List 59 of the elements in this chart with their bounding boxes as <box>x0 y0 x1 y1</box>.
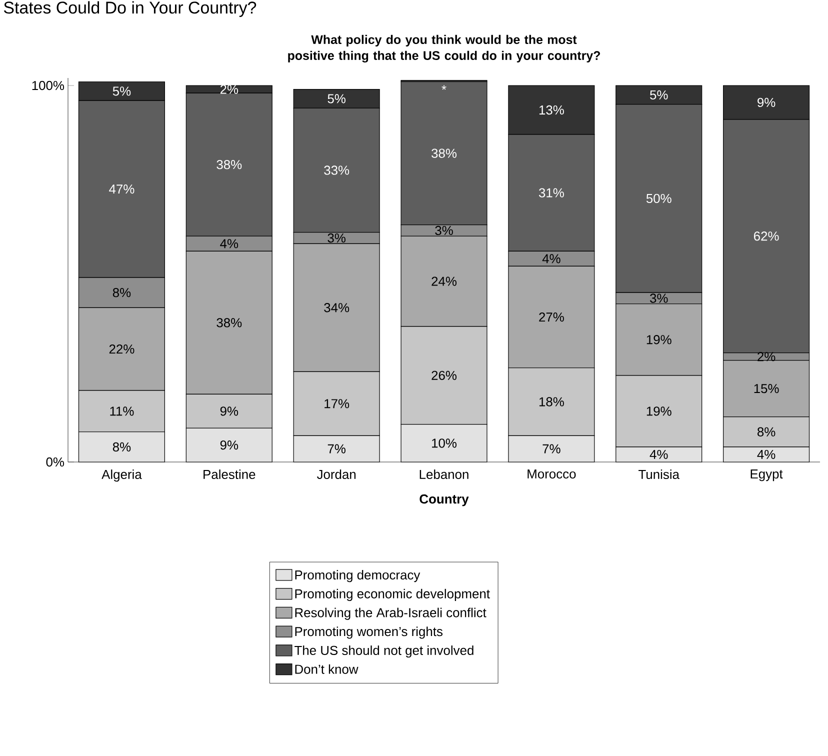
data-label: 3% <box>435 226 453 236</box>
data-label: 13% <box>539 105 564 115</box>
legend-label: Promoting women’s rights <box>295 626 443 639</box>
data-label: 26% <box>432 370 457 380</box>
data-label: 38% <box>432 148 457 158</box>
legend-label: Promoting democracy <box>295 570 420 582</box>
data-label: 5% <box>650 90 668 100</box>
data-label: 4% <box>650 450 668 459</box>
legend-label: Resolving the Arab-Israeli conflict <box>295 608 486 620</box>
data-label: 62% <box>754 232 779 241</box>
data-label: 38% <box>216 160 242 170</box>
data-label: 19% <box>646 335 672 344</box>
data-label: 9% <box>220 440 238 450</box>
data-label: 27% <box>539 312 564 322</box>
data-label: 11% <box>110 406 134 416</box>
x-tick-label: Algeria <box>102 470 142 482</box>
data-label: 22% <box>109 344 134 354</box>
text: States Could Do in Your Country? <box>4 1 256 17</box>
legend-label: The US should not get involved <box>294 645 474 658</box>
data-label: 5% <box>328 94 346 104</box>
x-tick-label: Morocco <box>528 470 576 479</box>
data-label: 3% <box>328 233 346 243</box>
data-label: 19% <box>646 406 672 416</box>
data-label: 2% <box>220 84 238 94</box>
data-label: 50% <box>646 194 672 204</box>
data-label: 24% <box>432 276 457 286</box>
chart-title: What policy do you think would be the most positive thing that the US could do in your country? <box>288 34 600 62</box>
y-tick-label: 100% <box>32 80 64 90</box>
x-tick-label: Tunisia <box>638 470 680 480</box>
data-label: 34% <box>324 303 350 312</box>
y-tick-label: 0% <box>46 457 64 467</box>
x-tick-label: Palestine <box>204 470 256 480</box>
data-label: 31% <box>538 188 564 198</box>
data-label: 8% <box>112 288 131 298</box>
data-label: 9% <box>758 98 776 108</box>
data-label: 18% <box>539 397 564 406</box>
x-tick-label: Jordan <box>316 470 356 480</box>
data-label: 7% <box>328 444 346 454</box>
data-label: 38% <box>216 318 242 328</box>
legend-label: Don’t know <box>295 664 358 674</box>
data-label: 3% <box>650 294 668 303</box>
data-label: 33% <box>324 166 350 175</box>
data-label: 4% <box>220 239 238 248</box>
data-label: 8% <box>758 427 776 436</box>
data-label: * <box>442 85 446 90</box>
data-label: 5% <box>112 86 131 96</box>
data-label: 17% <box>324 399 350 408</box>
data-label: 8% <box>112 442 131 452</box>
data-label: 9% <box>220 406 238 416</box>
x-axis-title: Country <box>420 494 469 506</box>
data-label: 4% <box>542 254 560 264</box>
x-tick-label: Lebanon <box>420 470 468 480</box>
x-tick-label: Egypt <box>750 470 783 482</box>
data-label: 47% <box>109 184 134 194</box>
legend-label: Promoting economic development <box>295 588 490 601</box>
data-label: 15% <box>754 384 779 394</box>
data-label: 10% <box>432 438 457 448</box>
data-label: 7% <box>542 444 560 454</box>
data-label: 4% <box>757 450 776 459</box>
